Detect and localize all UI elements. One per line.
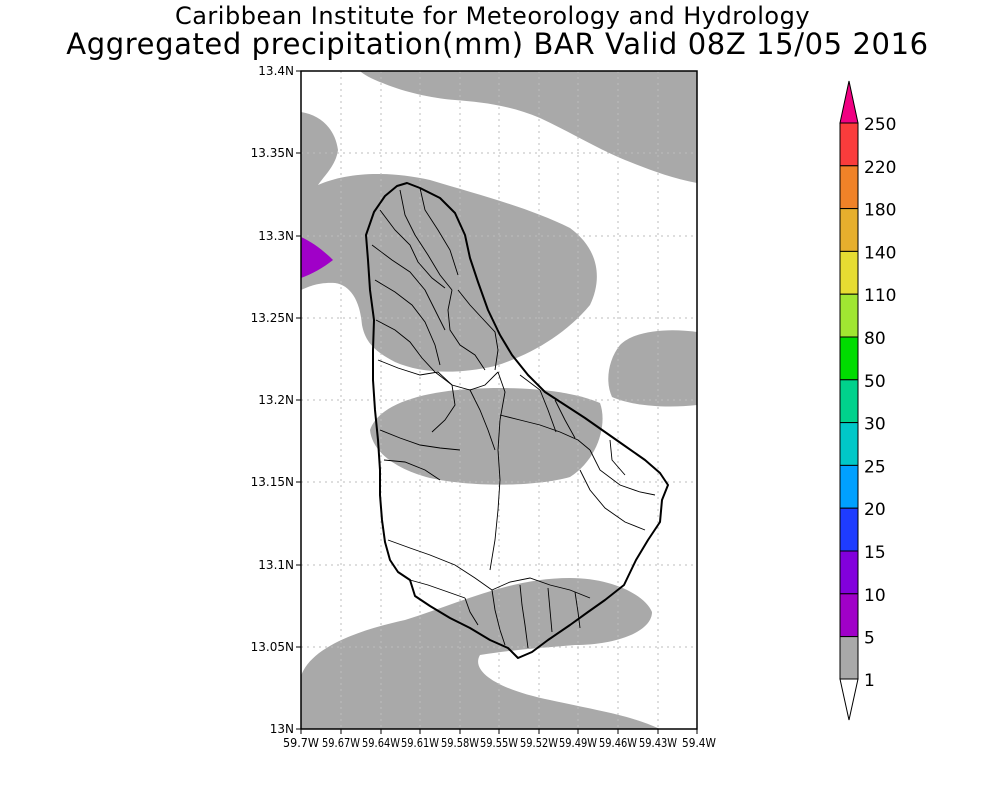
- watershed-boundaries: [371, 187, 656, 649]
- colorbar-swatch-20: [839, 464, 859, 509]
- lat-tick-label: 13N: [270, 722, 294, 736]
- lon-tick-label: 59.67W: [322, 736, 360, 750]
- lat-tick-label: 13.05N: [251, 640, 294, 654]
- lat-tick-label: 13.35N: [251, 146, 294, 160]
- colorbar-label: 20: [864, 500, 886, 520]
- colorbar-swatch-140: [839, 208, 859, 252]
- lat-tick-label: 13.15N: [251, 475, 294, 489]
- colorbar: 250 220 180 140 110 80 50 30 25 20 15 10…: [839, 80, 896, 721]
- lon-tick-label: 59.4W: [682, 736, 716, 750]
- colorbar-label: 25: [864, 457, 886, 477]
- island-coastline: [365, 182, 669, 659]
- colorbar-swatch-5: [839, 593, 859, 638]
- colorbar-swatch-10: [839, 550, 859, 595]
- colorbar-swatch-80: [839, 293, 859, 338]
- colorbar-label: 10: [864, 586, 886, 606]
- colorbar-label: 30: [864, 415, 886, 435]
- colorbar-label: 50: [864, 372, 886, 392]
- colorbar-swatch-110: [839, 250, 859, 295]
- colorbar-swatch-180: [839, 165, 859, 210]
- lon-tick-label: 59.46W: [599, 736, 637, 750]
- lat-tick-label: 13.25N: [251, 311, 294, 325]
- colorbar-swatch-220: [839, 122, 859, 167]
- colorbar-label: 5: [864, 629, 875, 649]
- lon-tick-labels: 59.7W 59.67W 59.64W 59.61W 59.58W 59.55W…: [283, 736, 716, 750]
- map-title-line1: Caribbean Institute for Meteorology and …: [174, 2, 811, 30]
- colorbar-label: 110: [864, 286, 896, 306]
- colorbar-swatch-30: [839, 379, 859, 424]
- barbados-island: [365, 182, 669, 659]
- lon-tick-label: 59.43W: [639, 736, 677, 750]
- lon-tick-marks: [300, 729, 698, 734]
- map-gridlines: [301, 71, 697, 729]
- lon-tick-label: 59.55W: [480, 736, 518, 750]
- lon-tick-label: 59.52W: [520, 736, 558, 750]
- lat-tick-label: 13.3N: [258, 229, 294, 243]
- lon-tick-label: 59.49W: [559, 736, 597, 750]
- map-title-line2: Aggregated precipitation(mm) BAR Valid 0…: [66, 27, 929, 61]
- precipitation-shading: [301, 71, 697, 729]
- colorbar-swatch-50: [839, 336, 859, 381]
- colorbar-label: 250: [864, 115, 896, 135]
- colorbar-swatch-1: [839, 636, 859, 680]
- shade-region-east: [608, 330, 697, 407]
- lat-tick-marks: [296, 70, 301, 730]
- lat-tick-label: 13.2N: [258, 393, 294, 407]
- lat-tick-labels: 13.4N 13.35N 13.3N 13.25N 13.2N 13.15N 1…: [251, 64, 294, 736]
- lat-tick-label: 13.4N: [258, 64, 294, 78]
- shade-region-top: [360, 71, 697, 183]
- shade-region-northwest: [301, 112, 597, 372]
- colorbar-label: 15: [864, 543, 886, 563]
- shade-region-south: [301, 578, 660, 729]
- colorbar-label: 180: [864, 201, 896, 221]
- shade-purple-patch: [301, 237, 333, 278]
- lat-tick-label: 13.1N: [258, 558, 294, 572]
- colorbar-label: 140: [864, 243, 896, 263]
- shade-region-central: [370, 388, 603, 485]
- lon-tick-label: 59.58W: [441, 736, 479, 750]
- colorbar-swatch-25: [839, 422, 859, 466]
- lon-tick-label: 59.64W: [362, 736, 400, 750]
- colorbar-label: 80: [864, 329, 886, 349]
- lon-tick-label: 59.7W: [283, 736, 319, 750]
- colorbar-top-arrow: [839, 80, 859, 124]
- colorbar-label: 220: [864, 158, 896, 178]
- colorbar-swatch-15: [839, 507, 859, 552]
- lon-tick-label: 59.61W: [401, 736, 439, 750]
- colorbar-label: 1: [864, 671, 875, 691]
- colorbar-bottom-arrow: [839, 678, 859, 721]
